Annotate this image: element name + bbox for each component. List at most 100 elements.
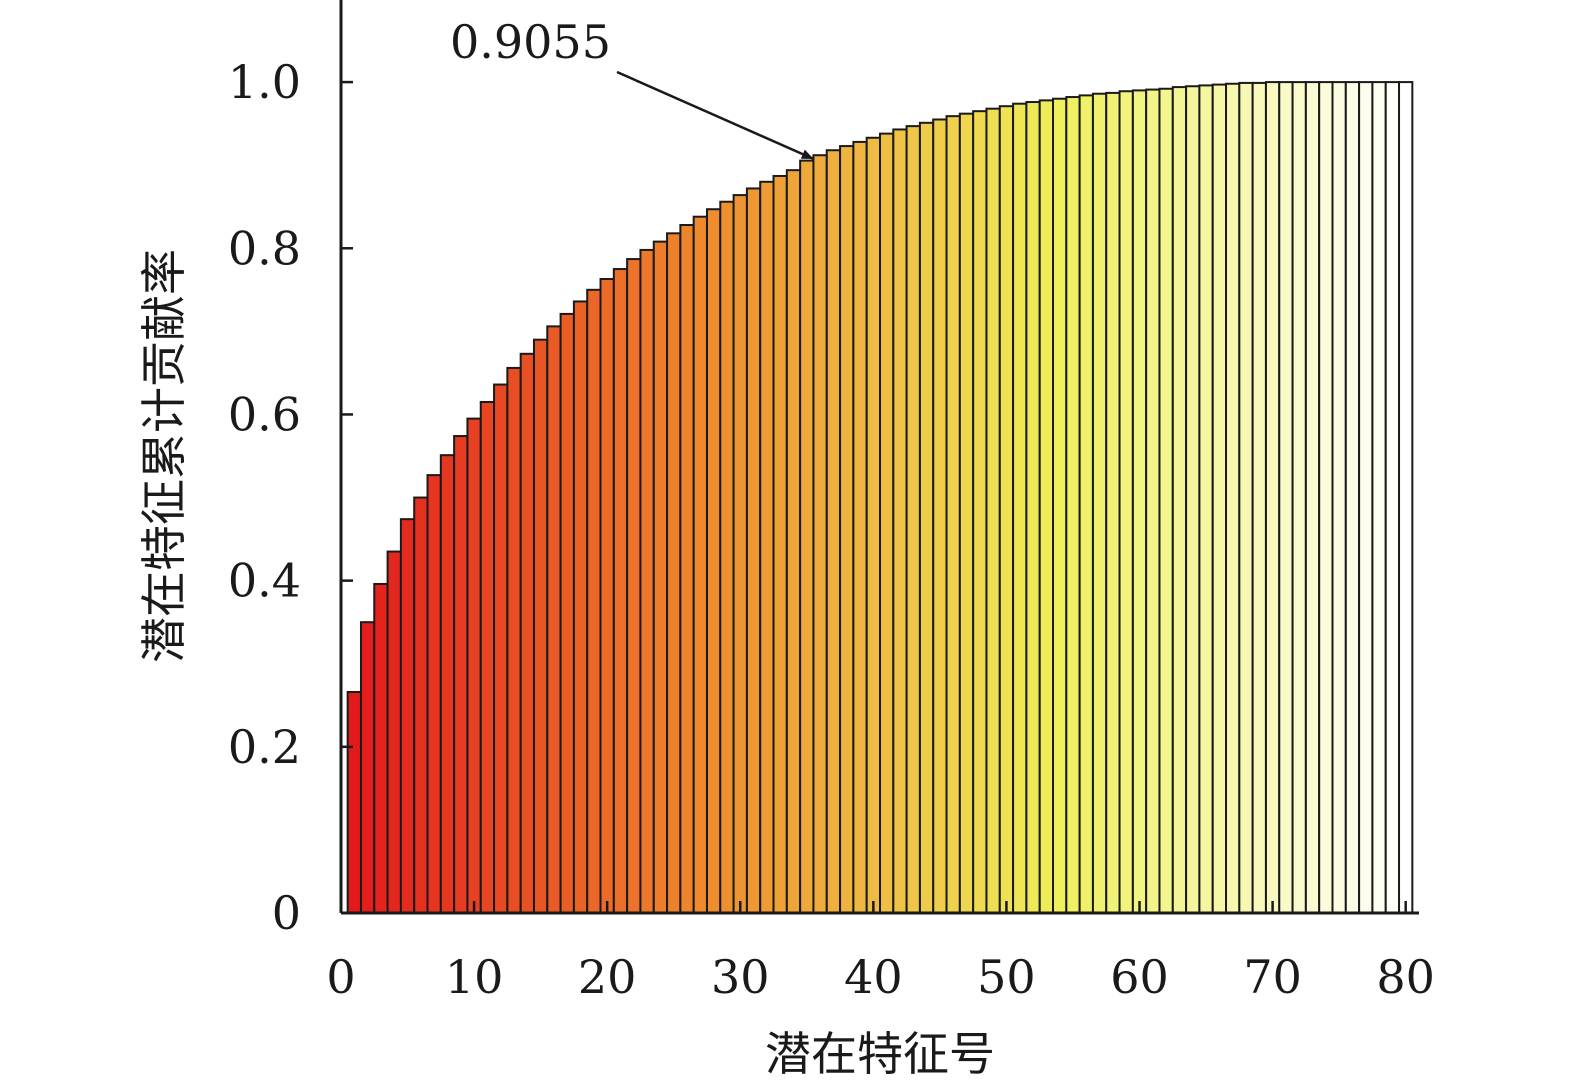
bar-22 xyxy=(626,258,642,915)
bar-17 xyxy=(559,312,575,914)
bar-56 xyxy=(1078,94,1094,915)
bar-80 xyxy=(1398,81,1414,915)
x-ticks: 0 10 20 30 40 50 60 70 80 xyxy=(326,901,1435,1004)
bar-38 xyxy=(839,145,855,914)
y-tick-label: 0.4 xyxy=(228,554,301,608)
bar-72 xyxy=(1291,81,1307,915)
bar-58 xyxy=(1105,91,1121,915)
bar-4 xyxy=(386,550,402,915)
x-tick-label: 30 xyxy=(711,950,770,1004)
bar-75 xyxy=(1331,81,1347,915)
bar-18 xyxy=(572,300,589,914)
bar-78 xyxy=(1371,81,1387,915)
bar-6 xyxy=(413,496,429,914)
bar-23 xyxy=(639,248,655,914)
bar-19 xyxy=(586,288,602,914)
bar-10 xyxy=(466,417,482,914)
bar-25 xyxy=(666,232,682,915)
bar-65 xyxy=(1198,84,1214,914)
y-tick-label: 0.2 xyxy=(228,720,301,774)
x-tick-label: 40 xyxy=(844,950,903,1004)
bar-11 xyxy=(479,400,496,914)
bar-61 xyxy=(1145,88,1161,914)
bar-39 xyxy=(852,140,868,914)
bar-15 xyxy=(532,338,549,914)
bar-71 xyxy=(1278,81,1294,915)
bar-66 xyxy=(1211,83,1228,915)
y-tick-label: 1.0 xyxy=(228,55,301,109)
bar-7 xyxy=(426,474,442,914)
bar-35 xyxy=(799,159,815,914)
bar-2 xyxy=(359,621,376,914)
bar-46 xyxy=(945,115,961,914)
bar-20 xyxy=(599,278,615,914)
bar-73 xyxy=(1304,81,1321,915)
x-tick-label: 50 xyxy=(977,950,1036,1004)
bar-32 xyxy=(759,180,775,915)
bar-29 xyxy=(719,200,735,914)
bar-45 xyxy=(932,118,948,915)
y-tick-label: 0 xyxy=(272,886,301,940)
bar-27 xyxy=(692,215,708,914)
bar-41 xyxy=(879,132,895,914)
x-tick-label: 20 xyxy=(578,950,637,1004)
bar-43 xyxy=(905,125,921,914)
bar-55 xyxy=(1065,96,1081,914)
bar-30 xyxy=(732,194,748,914)
bar-50 xyxy=(998,105,1015,915)
y-tick-label: 0.8 xyxy=(228,221,301,275)
bar-62 xyxy=(1158,87,1174,915)
bar-59 xyxy=(1118,90,1134,915)
bar-64 xyxy=(1185,85,1201,914)
x-tick-label: 60 xyxy=(1110,950,1169,1004)
bar-14 xyxy=(519,352,535,915)
bar-12 xyxy=(493,383,509,914)
bar-9 xyxy=(453,435,469,914)
bar-70 xyxy=(1264,81,1281,915)
bar-37 xyxy=(825,149,842,914)
y-axis-title: 潜在特征累计贡献率 xyxy=(137,249,191,663)
bar-44 xyxy=(918,121,935,914)
bar-26 xyxy=(679,224,695,915)
bar-21 xyxy=(612,268,629,914)
x-tick-label: 10 xyxy=(445,950,504,1004)
bar-53 xyxy=(1038,99,1055,914)
x-tick-label: 0 xyxy=(326,950,355,1004)
bar-77 xyxy=(1358,81,1374,915)
bar-74 xyxy=(1318,81,1334,915)
y-tick-label: 0.6 xyxy=(228,387,301,441)
bar-42 xyxy=(892,128,908,915)
bar-76 xyxy=(1344,81,1361,915)
bar-36 xyxy=(812,154,828,914)
annotation-label: 0.9055 xyxy=(450,15,611,69)
bar-28 xyxy=(705,208,722,915)
bar-52 xyxy=(1025,101,1041,915)
bar-31 xyxy=(745,187,762,914)
bar-33 xyxy=(772,174,788,914)
x-axis-title: 潜在特征号 xyxy=(765,1027,995,1081)
bar-40 xyxy=(865,136,881,914)
bar-8 xyxy=(439,454,456,914)
bar-57 xyxy=(1091,92,1108,914)
x-tick-label: 70 xyxy=(1243,950,1302,1004)
bar-48 xyxy=(972,110,988,914)
bar-5 xyxy=(399,518,416,915)
bar-series xyxy=(346,81,1414,915)
bar-13 xyxy=(506,366,522,914)
bar-67 xyxy=(1225,82,1241,914)
bar-68 xyxy=(1238,81,1254,915)
bar-16 xyxy=(546,325,562,914)
bar-34 xyxy=(785,169,802,914)
bar-54 xyxy=(1052,97,1068,914)
x-tick-label: 80 xyxy=(1376,950,1435,1004)
bar-1 xyxy=(346,690,362,915)
bar-49 xyxy=(985,107,1001,915)
bar-63 xyxy=(1171,86,1188,915)
bar-47 xyxy=(958,112,975,914)
annotation-arrow xyxy=(616,70,814,160)
bar-60 xyxy=(1131,89,1148,914)
bar-24 xyxy=(652,240,669,915)
bar-51 xyxy=(1012,102,1028,915)
bar-79 xyxy=(1384,81,1401,915)
